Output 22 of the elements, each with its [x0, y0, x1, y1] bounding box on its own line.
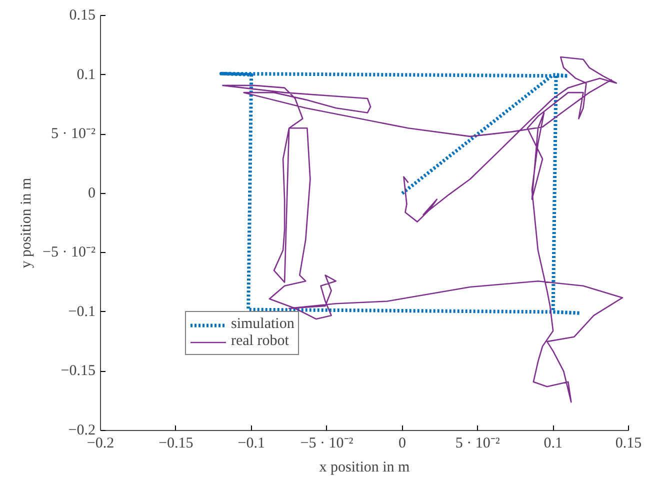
x-tick-label: 5 · 10⁻²	[455, 436, 500, 452]
legend-label: simulation	[231, 316, 294, 333]
y-tick-label: −0.1	[68, 304, 96, 320]
x-tick-label: −0.15	[158, 436, 194, 452]
x-tick-label: 0.1	[544, 436, 562, 452]
y-tick-label: −0.2	[68, 422, 96, 438]
x-tick-label: 0	[398, 436, 406, 452]
line-series	[222, 56, 624, 403]
y-tick-label: 5 · 10⁻²	[51, 126, 96, 142]
y-tick-label: 0.15	[69, 8, 96, 24]
x-tick-label: −0.1	[238, 436, 265, 452]
x-tick-label: −0.2	[86, 436, 114, 452]
x-tick-label: −5 · 10⁻²	[300, 436, 354, 452]
y-tick-label: 0.1	[76, 66, 96, 83]
y-tick-label: −5 · 10⁻²	[42, 244, 96, 261]
legend-label: real robot	[231, 333, 289, 350]
x-tick-label: 0.15	[615, 436, 642, 452]
y-axis-title: y position in m	[18, 177, 35, 268]
line-series	[219, 72, 582, 315]
y-tick-label: 0	[88, 185, 96, 202]
y-tick-label: −0.15	[60, 363, 96, 380]
x-axis-title: x position in m	[319, 460, 410, 476]
